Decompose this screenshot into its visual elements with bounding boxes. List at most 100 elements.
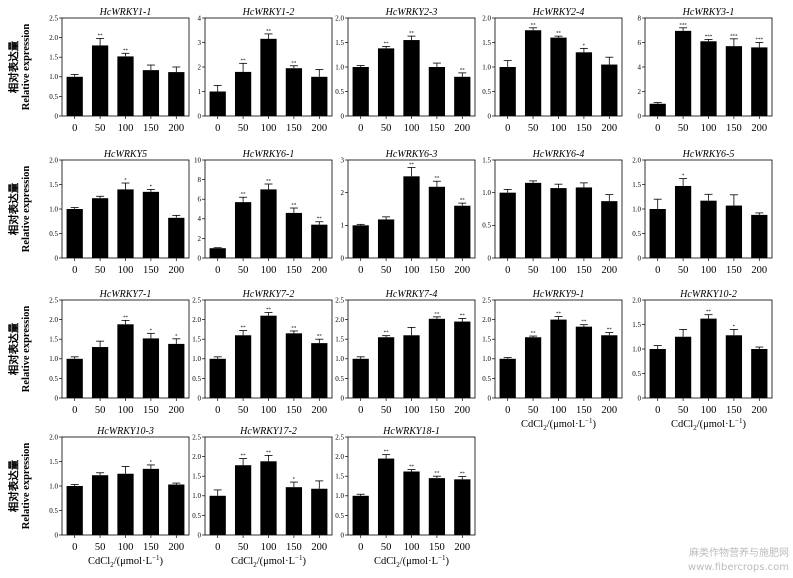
panel-title: HcWRKY7-2	[242, 289, 295, 300]
x-tick-label: 0	[72, 542, 77, 553]
y-tick-label: 2.5	[482, 296, 491, 304]
y-tick-label: 1.5	[49, 181, 58, 189]
x-tick-label: 200	[751, 265, 767, 276]
significance-label: **	[581, 320, 587, 325]
significance-label: **	[241, 454, 247, 459]
significance-label: **	[460, 314, 466, 319]
bar	[428, 318, 446, 398]
bar	[168, 484, 185, 535]
y-tick-label: 8	[638, 14, 642, 22]
y-tick-label: 0.5	[482, 88, 491, 96]
bar	[352, 495, 369, 535]
x-tick-label: 50	[95, 405, 106, 416]
x-tick-label: 0	[655, 123, 660, 134]
y-tick-label: 2.0	[482, 316, 491, 324]
bar	[117, 324, 134, 398]
significance-label: *	[682, 174, 685, 179]
y-axis-label-cn: 相对表达量	[7, 40, 20, 93]
significance-label: **	[434, 312, 440, 317]
significance-label: **	[266, 29, 272, 34]
x-tick-label: 100	[118, 123, 134, 134]
x-axis-label: CdCl2/(μmol·L−1)	[671, 417, 746, 432]
y-tick-label: 2.0	[192, 453, 201, 461]
bar	[209, 358, 226, 398]
x-tick-label: 0	[72, 265, 77, 276]
y-tick-label: 1.5	[335, 336, 344, 344]
x-axis-label-sub: 2	[110, 561, 114, 569]
bar	[403, 335, 420, 398]
y-tick-label: 4	[198, 215, 202, 223]
x-tick-label: 100	[118, 265, 134, 276]
significance-label: **	[460, 68, 466, 73]
bar	[234, 465, 252, 535]
panel-hcwrky2-3: HcWRKY2-3 0 0.5 1.0 1.5 2.0 0 ** 50 ** 100 150 ** 200	[335, 7, 476, 134]
x-tick-label: 100	[551, 265, 567, 276]
x-axis-label-unit: /(μmol·L	[400, 556, 438, 567]
y-axis-label-cn: 相对表达量	[7, 322, 20, 375]
y-tick-label: 6	[198, 196, 202, 204]
x-tick-label: 0	[215, 265, 220, 276]
x-axis-label-unit: /(μmol·L	[114, 556, 152, 567]
y-tick-label: 1.0	[482, 189, 491, 197]
panel-title: HcWRKY2-4	[532, 7, 585, 18]
bar	[66, 358, 83, 398]
bar	[550, 188, 567, 258]
x-tick-label: 50	[238, 123, 249, 134]
bar	[601, 335, 618, 398]
bar	[649, 103, 666, 116]
x-tick-label: 150	[286, 123, 302, 134]
bar	[377, 219, 395, 258]
bar	[428, 67, 446, 116]
bar	[403, 40, 420, 116]
y-tick-label: 2	[198, 235, 202, 243]
x-axis-label-sup: −1	[438, 554, 446, 562]
x-axis-label-sup: −1	[152, 554, 160, 562]
y-tick-label: 0.5	[192, 375, 201, 383]
x-tick-label: 150	[576, 405, 592, 416]
x-tick-label: 0	[72, 405, 77, 416]
y-tick-label: 0.5	[335, 375, 344, 383]
x-tick-label: 200	[454, 123, 470, 134]
y-tick-label: 0.5	[192, 512, 201, 520]
y-tick-label: 0	[638, 254, 642, 262]
x-tick-label: 50	[528, 405, 539, 416]
bar	[601, 64, 618, 116]
significance-label: **	[434, 177, 440, 182]
bar	[454, 76, 471, 116]
x-tick-label: 0	[358, 405, 363, 416]
bar	[117, 56, 134, 116]
panel-title: HcWRKY7-1	[99, 289, 152, 300]
x-tick-label: 50	[528, 123, 539, 134]
x-tick-label: 50	[678, 405, 689, 416]
x-tick-label: 200	[751, 405, 767, 416]
bar	[285, 68, 303, 116]
x-tick-label: 0	[72, 123, 77, 134]
y-tick-label: 0.5	[482, 222, 491, 230]
x-axis-label: CdCl2/(μmol·L−1)	[374, 554, 449, 569]
significance-label: **	[607, 328, 613, 333]
x-tick-label: 150	[429, 123, 445, 134]
x-tick-label: 150	[429, 405, 445, 416]
bar	[142, 468, 160, 535]
bar	[66, 486, 83, 535]
panel-title: HcWRKY2-3	[385, 7, 438, 18]
y-tick-label: 1.0	[482, 63, 491, 71]
x-tick-label: 50	[678, 265, 689, 276]
x-tick-label: 100	[261, 123, 277, 134]
y-tick-label: 1.0	[192, 355, 201, 363]
bar	[168, 72, 185, 116]
x-tick-label: 200	[311, 405, 327, 416]
panel-title: HcWRKY10-2	[679, 289, 737, 300]
significance-label: *	[124, 179, 127, 184]
bar	[142, 338, 160, 398]
bar	[91, 198, 109, 258]
panel-hcwrky10-2: HcWRKY10-2 0 0.5 1.0 1.5 2.0 0 50 ** 100 * 150 200 Cd…	[632, 289, 773, 432]
y-tick-label: 1.5	[49, 336, 58, 344]
x-axis-label-prefix: CdCl	[231, 556, 253, 567]
y-tick-label: 2	[638, 88, 642, 96]
x-tick-label: 50	[528, 265, 539, 276]
y-tick-label: 0	[488, 112, 492, 120]
significance-label: *	[733, 325, 736, 330]
x-tick-label: 150	[576, 265, 592, 276]
